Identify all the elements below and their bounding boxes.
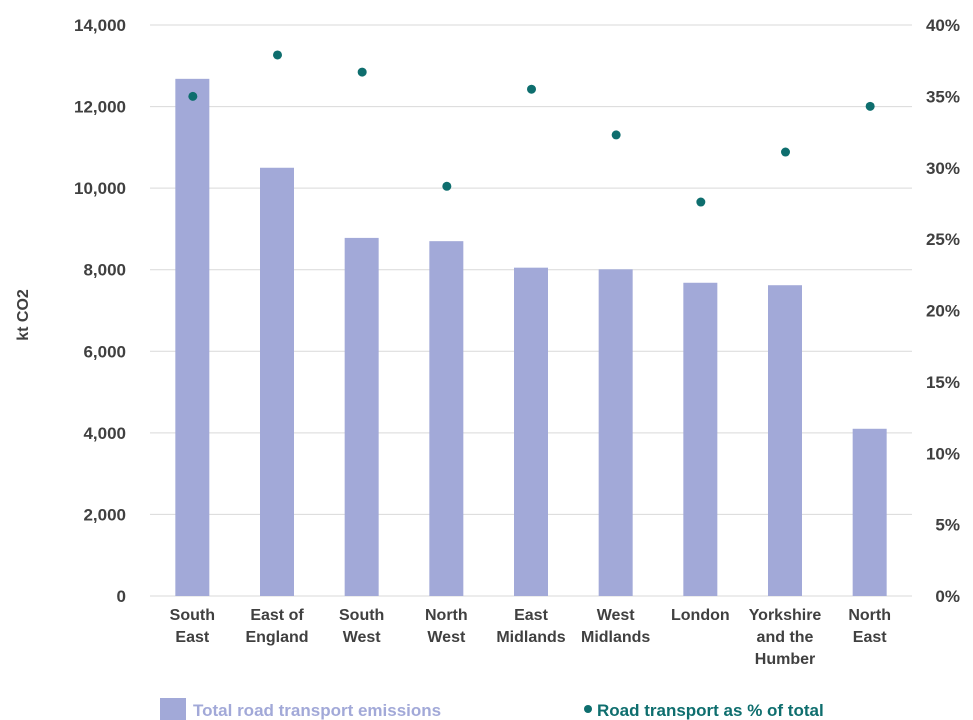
x-tick-label: West Midlands: [581, 607, 650, 646]
bar: [768, 285, 802, 596]
x-tick-label: North West: [425, 607, 468, 646]
data-point: [188, 91, 198, 101]
x-tick-label: East Midlands: [496, 607, 565, 646]
y-tick-label: 14,000: [74, 16, 126, 35]
data-point: [442, 181, 452, 191]
right-axis-ticks: 0% 5% 10% 15% 20% 25% 30% 35% 40%: [926, 16, 960, 606]
y-tick-label: 12,000: [74, 98, 126, 117]
category-axis-labels: South East East of England South West North Wes…: [170, 607, 891, 668]
y-tick-label: 0: [117, 587, 126, 606]
legend: Total road transport emissions Road tran…: [160, 698, 824, 720]
y-axis-title: kt CO2: [15, 289, 32, 341]
y2-tick-label: 25%: [926, 230, 960, 249]
y-tick-label: 10,000: [74, 179, 126, 198]
data-point: [696, 197, 706, 207]
left-axis-ticks: 0 2,000 4,000 6,000 8,000 10,000 12,000 14,000: [74, 16, 126, 606]
x-tick-label: South East: [170, 607, 215, 646]
y-tick-label: 4,000: [83, 424, 126, 443]
y2-tick-label: 20%: [926, 302, 960, 321]
data-point: [527, 84, 536, 94]
legend-swatch-bars: [160, 698, 186, 720]
x-tick-label: London: [671, 607, 730, 624]
data-point: [273, 50, 282, 60]
y-tick-label: 6,000: [83, 342, 126, 361]
x-tick-label: East of England: [245, 607, 308, 646]
x-tick-label: South West: [339, 607, 384, 646]
scatter-series-road-transport-percent: [188, 50, 875, 207]
data-point: [357, 67, 367, 77]
y2-tick-label: 40%: [926, 16, 960, 35]
legend-swatch-dots: [584, 705, 592, 713]
y2-tick-label: 10%: [926, 444, 960, 463]
bar: [260, 167, 294, 596]
bar: [598, 269, 633, 596]
bar: [514, 267, 548, 596]
legend-label-dots: Road transport as % of total: [597, 701, 824, 720]
x-tick-label: North East: [848, 607, 891, 646]
bar: [429, 241, 464, 596]
bar-series-total-road-emissions: [175, 78, 887, 596]
bar: [852, 428, 887, 596]
legend-label-bars: Total road transport emissions: [193, 701, 441, 720]
data-point: [781, 147, 790, 157]
y2-tick-label: 35%: [926, 87, 960, 106]
y-tick-label: 2,000: [83, 505, 126, 524]
data-point: [865, 101, 875, 111]
bar: [344, 237, 379, 596]
y2-tick-label: 15%: [926, 373, 960, 392]
x-tick-label: Yorkshire and the Humber: [749, 607, 822, 668]
y2-tick-label: 0%: [935, 587, 960, 606]
bar: [683, 282, 718, 596]
data-point: [611, 130, 621, 140]
bar: [175, 78, 210, 596]
y2-tick-label: 30%: [926, 159, 960, 178]
y2-tick-label: 5%: [935, 516, 960, 535]
y-tick-label: 8,000: [83, 261, 126, 280]
